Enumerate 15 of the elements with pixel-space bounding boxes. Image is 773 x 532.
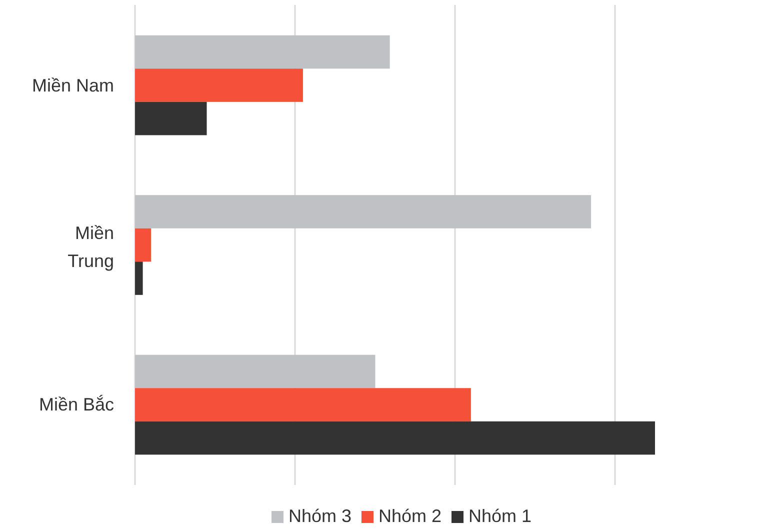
bar — [135, 35, 390, 69]
y-tick-label: Miền Trung — [68, 223, 114, 271]
bar — [135, 262, 143, 295]
bar — [135, 421, 655, 455]
bar — [135, 388, 471, 422]
bar — [135, 228, 152, 262]
bar — [135, 102, 207, 136]
legend-label: Nhóm 1 — [468, 506, 532, 526]
legend-label: Nhóm 2 — [378, 506, 442, 526]
legend-label: Nhóm 3 — [288, 506, 352, 526]
bar — [135, 68, 303, 102]
bar — [135, 354, 376, 388]
y-tick-label: Miền Bắc — [38, 394, 114, 415]
bar — [135, 195, 592, 228]
y-tick-label: Miền Nam — [32, 75, 114, 96]
